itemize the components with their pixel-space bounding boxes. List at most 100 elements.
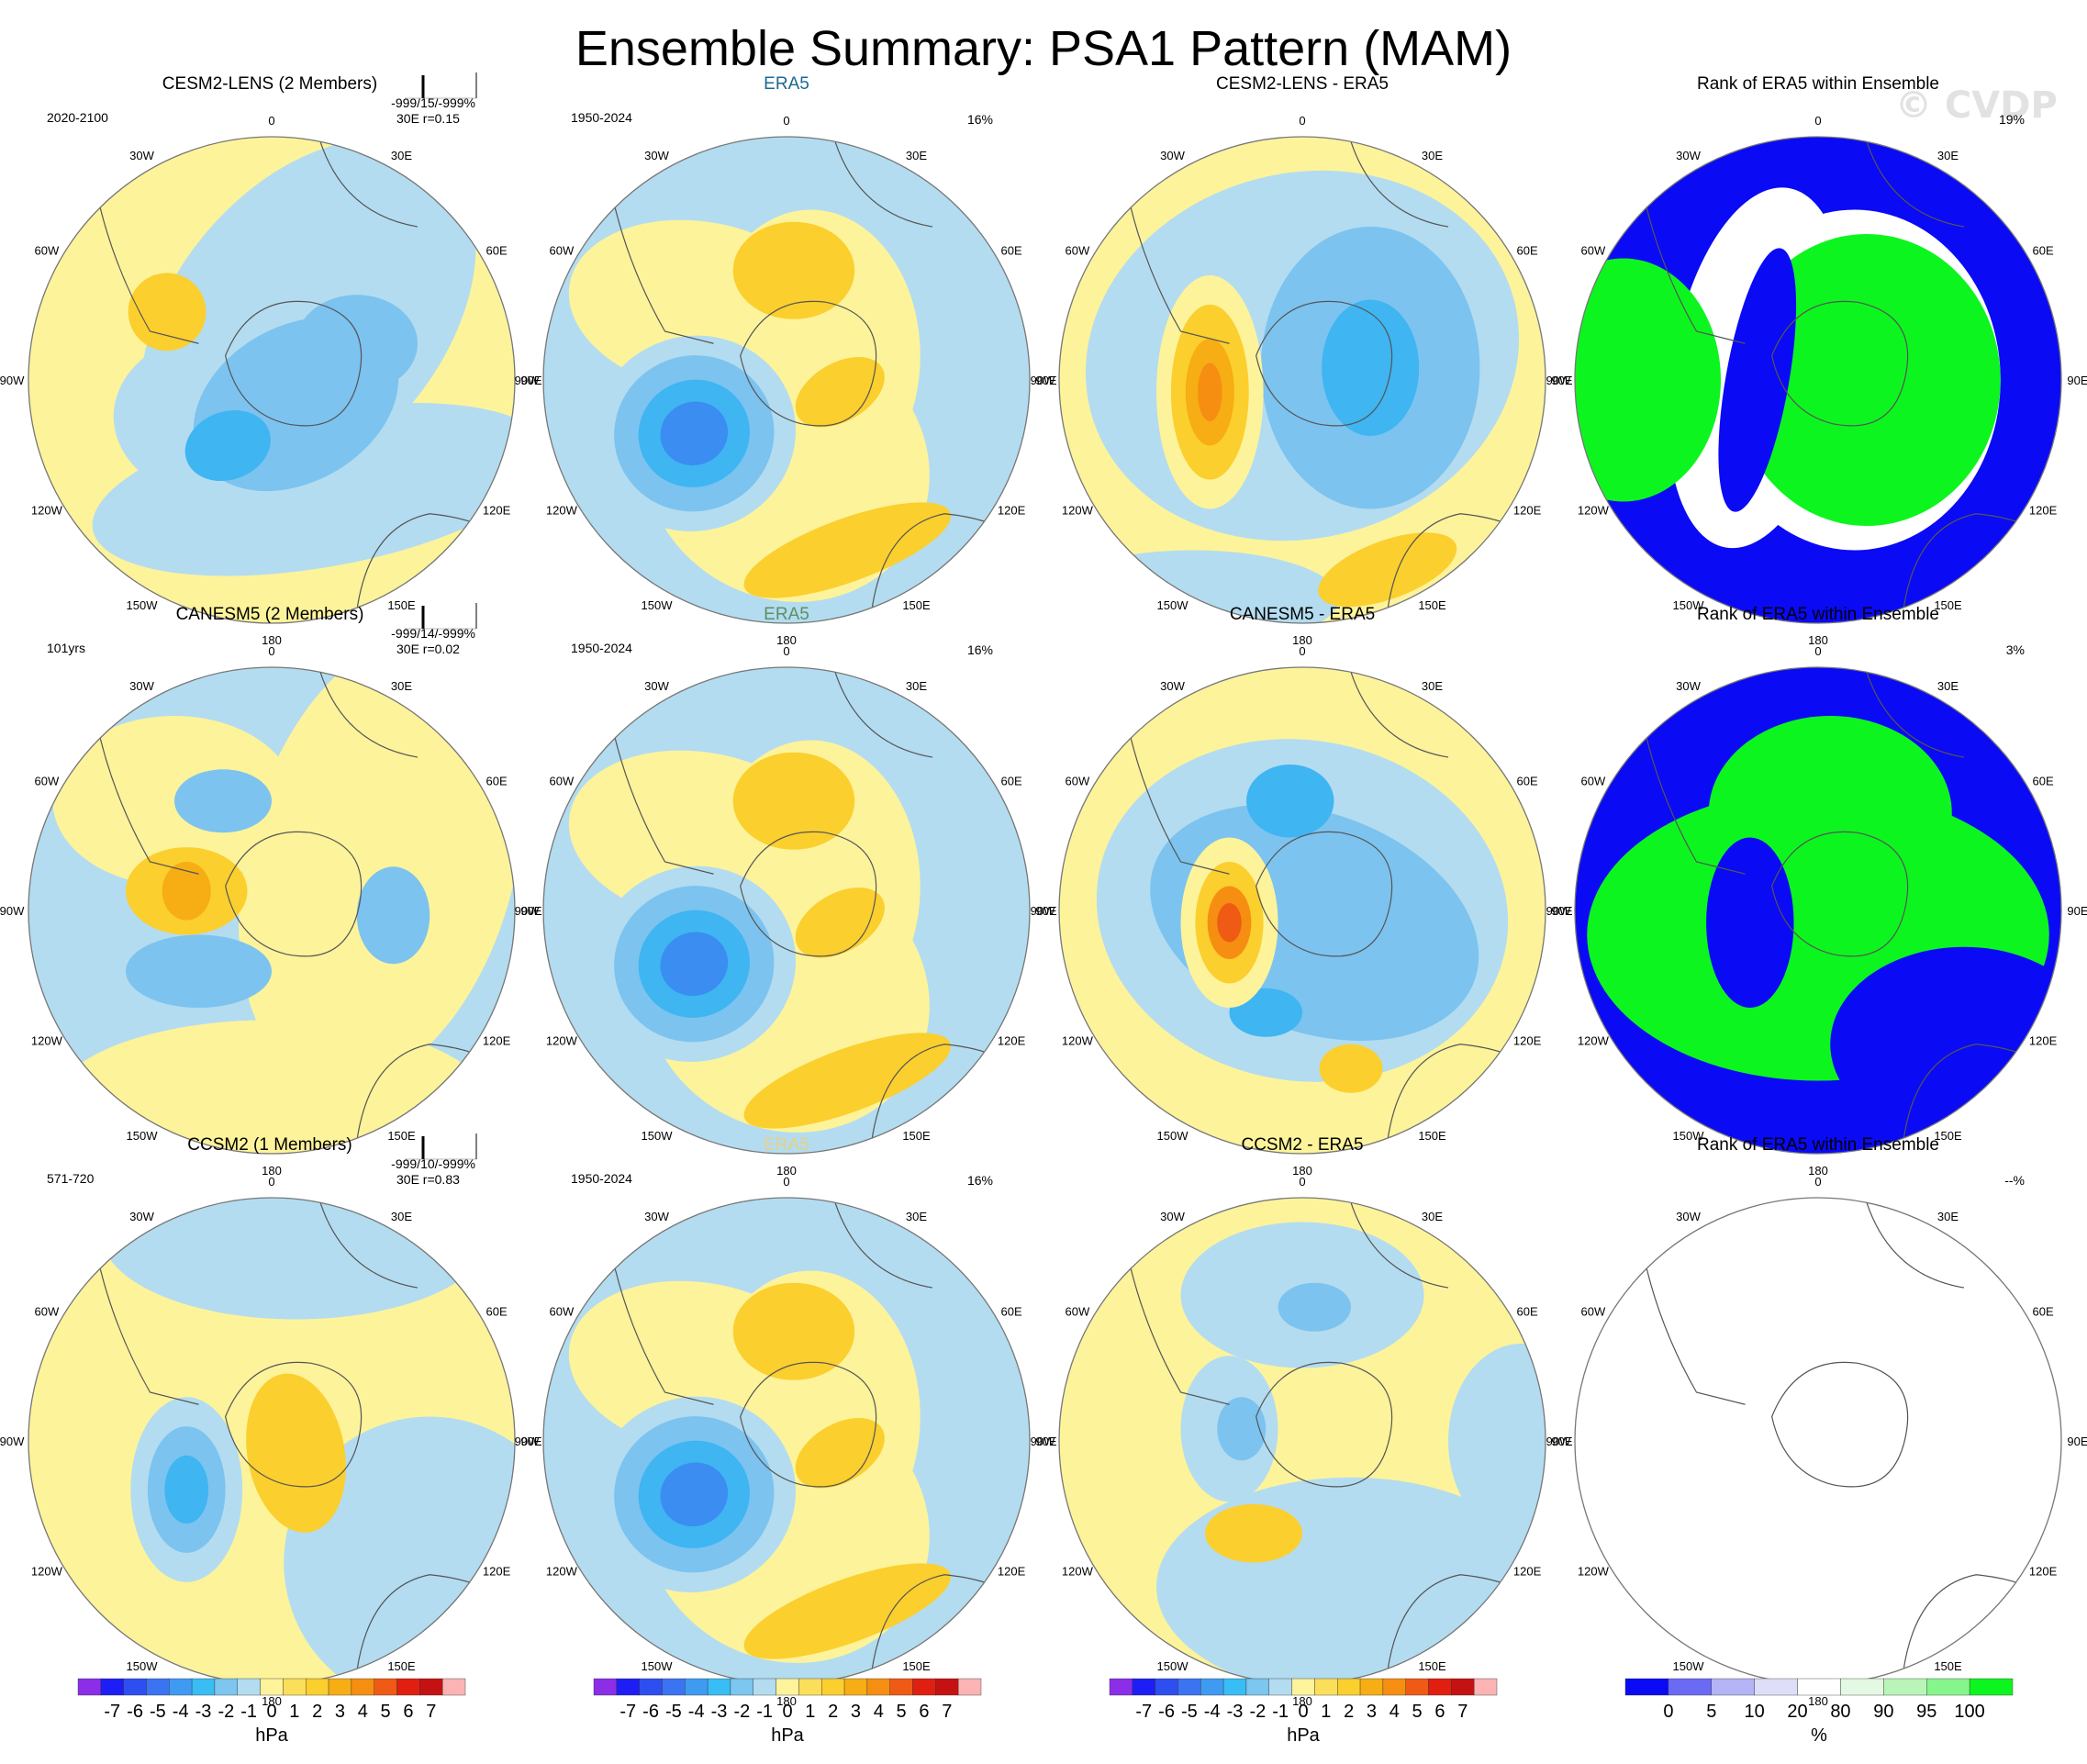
- contour-region: [184, 410, 271, 482]
- longitude-label: 120E: [998, 1034, 1026, 1048]
- field-layer: [543, 137, 1030, 623]
- panel-title: Rank of ERA5 within Ensemble: [1697, 74, 1939, 94]
- longitude-label: 180: [1808, 1694, 1828, 1708]
- longitude-label: 90E: [1035, 374, 1056, 387]
- contour-region: [732, 1282, 855, 1380]
- longitude-label: 30E: [1937, 679, 1959, 693]
- colorbar-swatch: [351, 1678, 374, 1696]
- field-layer: [28, 667, 515, 1154]
- percent-label: 19%: [1999, 112, 2025, 127]
- colorbar-tick-label: -3: [711, 1702, 728, 1722]
- contour-region: [795, 888, 885, 958]
- longitude-label: 150W: [642, 1129, 674, 1143]
- longitude-label: 30E: [906, 1210, 927, 1223]
- longitude-label: 150E: [1934, 1659, 1962, 1673]
- colorbar-swatch: [753, 1678, 776, 1696]
- longitude-label: 30E: [1422, 679, 1443, 693]
- longitude-label: 60W: [35, 1305, 60, 1319]
- longitude-label: 60W: [1066, 1305, 1090, 1319]
- longitude-label: 90E: [1551, 904, 1572, 918]
- colorbar-swatch: [214, 1678, 238, 1696]
- colorbar-swatch: [328, 1678, 352, 1696]
- longitude-label: 90W: [0, 904, 25, 918]
- longitude-label: 150W: [642, 598, 674, 612]
- longitude-label: 30E: [906, 679, 927, 693]
- colorbar-tick-label: -6: [1158, 1702, 1175, 1722]
- colorbar-swatch: [935, 1678, 959, 1696]
- longitude-label: 120E: [2029, 1034, 2058, 1048]
- antarctica-coastline: [1256, 300, 1393, 427]
- colorbar-units: %: [1811, 1725, 1827, 1746]
- longitude-label: 150E: [902, 598, 931, 612]
- map-panel-r1c4: 0 30E 60E 90E 120E 150E 180 150W 120W 90W 60W 30W Ra…: [1546, 74, 2087, 647]
- longitude-label: 0: [1814, 114, 1821, 128]
- longitude-label: 150W: [1673, 1129, 1705, 1143]
- longitude-label: 60E: [486, 775, 508, 788]
- africa-coastline: [1350, 1202, 1449, 1289]
- longitude-label: 0: [1299, 644, 1305, 658]
- map-panel-r3c2: 0 30E 60E 90E 120E 150E 180 150W 120W 90W 60W 30W ER…: [515, 1135, 1057, 1708]
- longitude-label: 30E: [391, 149, 412, 162]
- colorbar-4: 0 5 10 20 80 90 95 100%: [1624, 1678, 2014, 1746]
- panel-title: CANESM5 - ERA5: [1230, 605, 1375, 624]
- period-label: 571-720: [47, 1171, 95, 1186]
- longitude-label: 30W: [129, 679, 154, 693]
- map-panel-r1c2: 0 30E 60E 90E 120E 150E 180 150W 120W 90W 60W 30W ER…: [515, 74, 1057, 647]
- longitude-label: 60W: [550, 244, 575, 258]
- colorbar-tick-label: 1: [805, 1702, 815, 1722]
- colorbar-tick-label: 0: [266, 1702, 276, 1722]
- field-layer: [1059, 137, 1546, 623]
- africa-coastline: [319, 672, 419, 758]
- longitude-label: 90W: [1546, 904, 1571, 918]
- longitude-label: 60E: [486, 244, 508, 258]
- contour-region: [164, 1455, 209, 1524]
- colorbar-swatch: [306, 1678, 329, 1696]
- map-panel-r1c3: 0 30E 60E 90E 120E 150E 180 150W 120W 90W 60W 30W CE…: [1031, 74, 1573, 647]
- longitude-label: 0: [783, 644, 789, 658]
- antarctica-coastline: [225, 300, 363, 427]
- contour-region: [732, 752, 855, 850]
- contour-region: [1718, 248, 1797, 512]
- panel-title: Rank of ERA5 within Ensemble: [1697, 1135, 1939, 1155]
- longitude-label: 120W: [1062, 504, 1094, 518]
- contour-region: [162, 862, 211, 921]
- colorbar-tick-label: 5: [1412, 1702, 1423, 1722]
- colorbar-units: hPa: [771, 1725, 804, 1746]
- page-title: Ensemble Summary: PSA1 Pattern (MAM): [575, 21, 1512, 76]
- contour-region: [1733, 234, 2001, 526]
- colorbar-swatch: [441, 1678, 466, 1696]
- longitude-label: 180: [1292, 1164, 1312, 1178]
- map-panel-r3c1: 0 30E 60E 90E 120E 150E 180 150W 120W 90W 60W 30W CC…: [0, 1133, 542, 1708]
- longitude-label: 60E: [2033, 1305, 2054, 1319]
- colorbar-tick-label: -4: [1204, 1702, 1221, 1722]
- africa-coastline: [834, 1202, 933, 1289]
- longitude-label: 150E: [1418, 1659, 1446, 1673]
- colorbar-tick-label: 1: [1321, 1702, 1331, 1722]
- longitude-label: 120W: [1062, 1565, 1094, 1579]
- longitude-label: 120W: [546, 504, 578, 518]
- colorbar-swatch: [77, 1678, 102, 1696]
- correlation-label: 30E r=0.02: [396, 642, 460, 656]
- colorbar-tick-label: -1: [756, 1702, 773, 1722]
- colorbar-tick-label: -3: [195, 1702, 212, 1722]
- colorbar-swatch: [1155, 1678, 1178, 1696]
- longitude-label: 90W: [1031, 904, 1055, 918]
- longitude-label: 30W: [1160, 149, 1185, 162]
- longitude-label: 0: [268, 644, 274, 658]
- colorbar-tick-label: 2: [312, 1702, 322, 1722]
- panel-title: CCSM2 (1 Members): [187, 1135, 352, 1155]
- colorbar-tick-label: -2: [733, 1702, 750, 1722]
- colorbar-tick-label: -5: [150, 1702, 166, 1722]
- africa-coastline: [319, 141, 419, 228]
- colorbar-swatch: [1314, 1678, 1338, 1696]
- contour-region: [239, 667, 515, 1089]
- longitude-label: 180: [776, 1164, 797, 1178]
- correlation-label: 30E r=0.83: [396, 1172, 460, 1187]
- colorbar-tick-label: -2: [218, 1702, 234, 1722]
- contour-region: [101, 1198, 491, 1320]
- antarctica-coastline: [740, 831, 877, 957]
- colorbar-swatch: [639, 1678, 663, 1696]
- field-layer: [1059, 1198, 1546, 1684]
- longitude-label: 0: [1299, 1175, 1305, 1189]
- longitude-label: 30W: [1676, 1210, 1701, 1223]
